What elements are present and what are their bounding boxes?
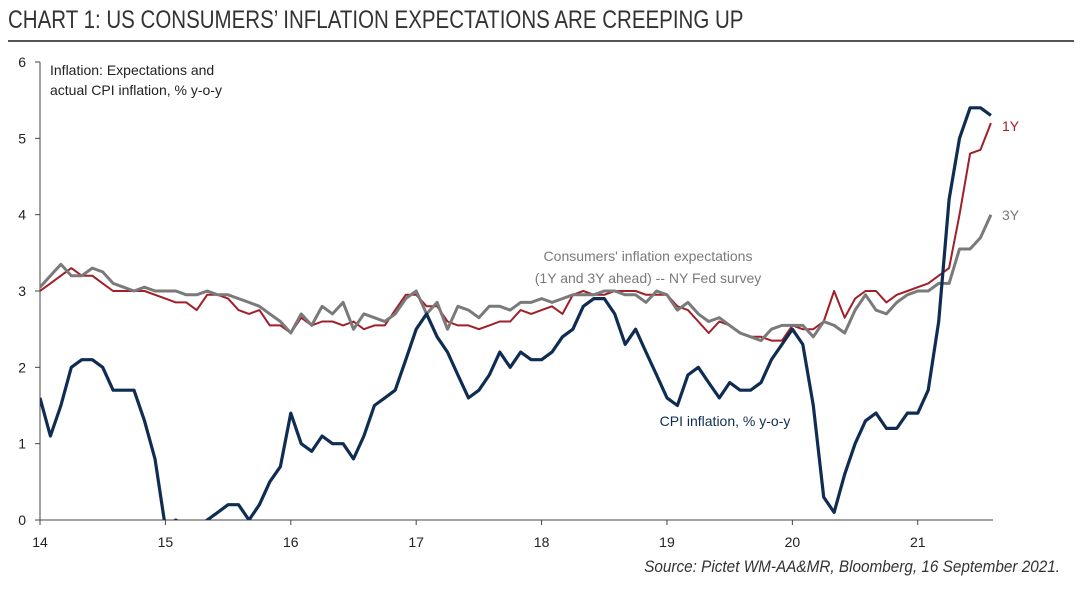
series-label-1y: 1Y	[1002, 118, 1020, 134]
chart-series	[40, 106, 993, 520]
y-axis-label: Inflation: Expectations and	[50, 62, 214, 78]
x-tick-label: 21	[910, 534, 926, 550]
line-chart: 0 1 2 3 4 5 6 14 15 16 17 18 19 20 21 Inflation: Expec…	[18, 54, 1020, 550]
x-tick-label: 17	[408, 534, 424, 550]
chart-labels: Inflation: Expectations and actual CPI in…	[50, 62, 1020, 429]
y-axis-label: actual CPI inflation, % y-o-y	[50, 82, 222, 98]
chart-title: CHART 1: US CONSUMERS’ INFLATION EXPECTA…	[8, 6, 744, 34]
x-tick-label: 16	[283, 534, 299, 550]
title-divider	[8, 40, 1074, 42]
x-tick-label: 14	[32, 534, 48, 550]
series-line-cpi-inflation	[40, 106, 992, 520]
source-note: Source: Pictet WM-AA&MR, Bloomberg, 16 S…	[644, 557, 1060, 576]
y-tick-label: 6	[18, 54, 26, 70]
x-tick-label: 18	[534, 534, 550, 550]
annotation-expectations: Consumers' inflation expectations	[544, 248, 753, 264]
chart-axes: 0 1 2 3 4 5 6 14 15 16 17 18 19 20 21	[18, 54, 993, 550]
y-tick-label: 2	[18, 359, 26, 375]
y-tick-label: 3	[18, 283, 26, 299]
annotation-cpi: CPI inflation, % y-o-y	[660, 413, 791, 429]
y-tick-label: 1	[18, 436, 26, 452]
y-tick-label: 0	[18, 512, 26, 528]
x-tick-label: 19	[659, 534, 675, 550]
series-line-1y	[40, 122, 992, 342]
y-tick-label: 5	[18, 130, 26, 146]
series-line-3y	[40, 214, 993, 343]
series-label-3y: 3Y	[1002, 207, 1020, 223]
x-tick-label: 20	[785, 534, 801, 550]
x-tick-label: 15	[158, 534, 174, 550]
y-tick-label: 4	[18, 207, 26, 223]
annotation-expectations: (1Y and 3Y ahead) -- NY Fed survey	[535, 270, 761, 286]
